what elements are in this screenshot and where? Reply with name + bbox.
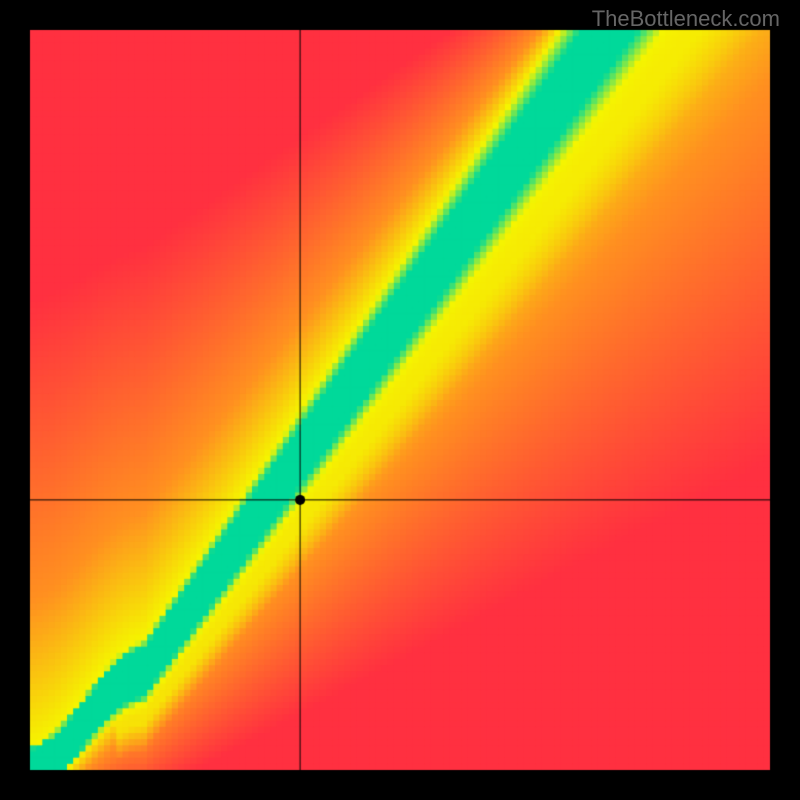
heatmap-canvas xyxy=(0,0,800,800)
chart-container: TheBottleneck.com xyxy=(0,0,800,800)
watermark-text: TheBottleneck.com xyxy=(592,6,780,32)
